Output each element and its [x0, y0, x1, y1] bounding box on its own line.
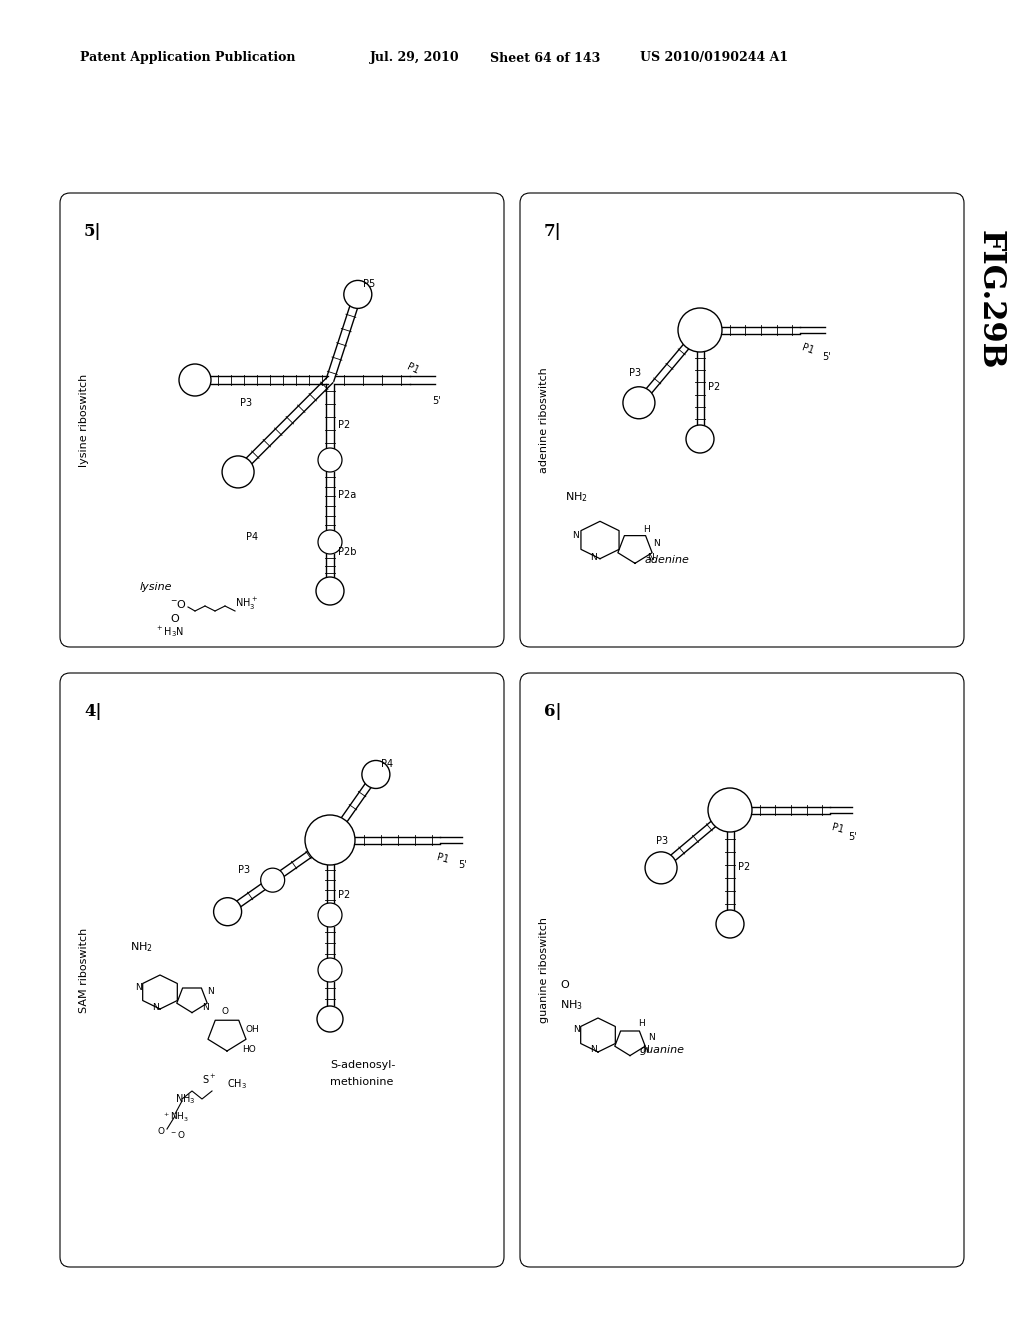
Text: $\mathsf{^+H_3N}$: $\mathsf{^+H_3N}$ [155, 624, 184, 639]
Text: S-adenosyl-: S-adenosyl- [330, 1060, 395, 1071]
Text: $\mathsf{^{-}O}$: $\mathsf{^{-}O}$ [170, 598, 187, 610]
FancyBboxPatch shape [520, 193, 964, 647]
Text: O: O [157, 1126, 164, 1135]
Text: adenine: adenine [645, 554, 690, 565]
Circle shape [316, 577, 344, 605]
Text: O: O [560, 979, 568, 990]
Text: adenine riboswitch: adenine riboswitch [539, 367, 549, 473]
Text: methionine: methionine [330, 1077, 393, 1086]
Text: P4: P4 [381, 759, 393, 770]
Text: N: N [590, 553, 597, 562]
Text: P2a: P2a [338, 490, 356, 500]
Text: P2: P2 [338, 890, 350, 900]
Text: N: N [572, 531, 579, 540]
Text: P1: P1 [830, 822, 845, 834]
FancyBboxPatch shape [60, 673, 504, 1267]
Text: P3: P3 [240, 399, 252, 408]
Text: P2: P2 [738, 862, 751, 873]
Text: P3: P3 [238, 865, 250, 875]
Circle shape [623, 387, 655, 418]
Text: guanine riboswitch: guanine riboswitch [539, 917, 549, 1023]
Text: 5|: 5| [84, 223, 101, 240]
Text: N: N [152, 1003, 159, 1012]
Text: N: N [573, 1026, 580, 1035]
Text: H: H [643, 525, 650, 535]
Circle shape [179, 364, 211, 396]
Text: O: O [222, 1007, 229, 1016]
Text: P2: P2 [338, 420, 350, 430]
Circle shape [222, 455, 254, 488]
Text: 6|: 6| [544, 704, 561, 719]
Text: N: N [590, 1045, 597, 1055]
Text: Patent Application Publication: Patent Application Publication [80, 51, 296, 65]
Text: P2b: P2b [338, 546, 356, 557]
Text: 7|: 7| [544, 223, 561, 240]
Text: $\mathsf{^-O}$: $\mathsf{^-O}$ [169, 1129, 185, 1139]
Text: $\mathsf{^+NH_3}$: $\mathsf{^+NH_3}$ [162, 1110, 189, 1123]
Text: Sheet 64 of 143: Sheet 64 of 143 [490, 51, 600, 65]
Circle shape [716, 909, 744, 939]
Circle shape [214, 898, 242, 925]
Text: $\mathsf{S^+}$: $\mathsf{S^+}$ [202, 1072, 216, 1085]
Text: N: N [653, 539, 659, 548]
Text: 5': 5' [848, 832, 857, 842]
FancyBboxPatch shape [520, 673, 964, 1267]
Text: H: H [638, 1019, 645, 1028]
Circle shape [318, 531, 342, 554]
Text: $\mathsf{NH_2}$: $\mathsf{NH_2}$ [565, 490, 588, 504]
Text: P1: P1 [800, 342, 815, 355]
Text: P2: P2 [708, 381, 720, 392]
Circle shape [645, 851, 677, 884]
Text: HO: HO [242, 1044, 256, 1053]
Circle shape [261, 869, 285, 892]
Text: $\mathsf{NH_2}$: $\mathsf{NH_2}$ [130, 940, 153, 954]
Circle shape [686, 425, 714, 453]
Text: guanine: guanine [640, 1045, 685, 1055]
Text: $\mathsf{NH_3}$: $\mathsf{NH_3}$ [175, 1092, 196, 1106]
Text: lysine: lysine [140, 582, 172, 591]
Text: 5': 5' [822, 352, 830, 362]
Circle shape [318, 903, 342, 927]
FancyBboxPatch shape [60, 193, 504, 647]
Text: P1: P1 [435, 851, 450, 865]
Circle shape [361, 760, 390, 788]
Text: N: N [648, 1032, 654, 1041]
Text: 5': 5' [432, 396, 440, 407]
Text: Jul. 29, 2010: Jul. 29, 2010 [370, 51, 460, 65]
Text: P3: P3 [656, 836, 669, 846]
Text: $\mathsf{NH_3^+}$: $\mathsf{NH_3^+}$ [234, 595, 258, 612]
Circle shape [318, 958, 342, 982]
Circle shape [708, 788, 752, 832]
Text: $\mathsf{CH_3}$: $\mathsf{CH_3}$ [227, 1077, 247, 1090]
Circle shape [678, 308, 722, 352]
Text: N: N [202, 1002, 209, 1011]
Text: O: O [170, 614, 179, 624]
Text: lysine riboswitch: lysine riboswitch [79, 374, 89, 467]
Text: N: N [135, 982, 141, 991]
Circle shape [344, 280, 372, 309]
Text: P3: P3 [629, 368, 641, 378]
Text: FIG.29B: FIG.29B [975, 230, 1006, 370]
Circle shape [318, 447, 342, 473]
Text: P4: P4 [246, 532, 258, 543]
Text: US 2010/0190244 A1: US 2010/0190244 A1 [640, 51, 788, 65]
Circle shape [305, 814, 355, 865]
Text: $\mathsf{NH_3}$: $\mathsf{NH_3}$ [560, 998, 583, 1012]
Text: P1: P1 [406, 362, 420, 376]
Text: N: N [647, 553, 653, 562]
Text: N: N [642, 1045, 649, 1055]
Text: SAM riboswitch: SAM riboswitch [79, 928, 89, 1012]
Text: 4|: 4| [84, 704, 101, 719]
Text: 5': 5' [458, 861, 467, 870]
Text: N: N [207, 986, 214, 995]
Text: OH: OH [245, 1024, 259, 1034]
Circle shape [317, 1006, 343, 1032]
Text: P5: P5 [362, 280, 375, 289]
